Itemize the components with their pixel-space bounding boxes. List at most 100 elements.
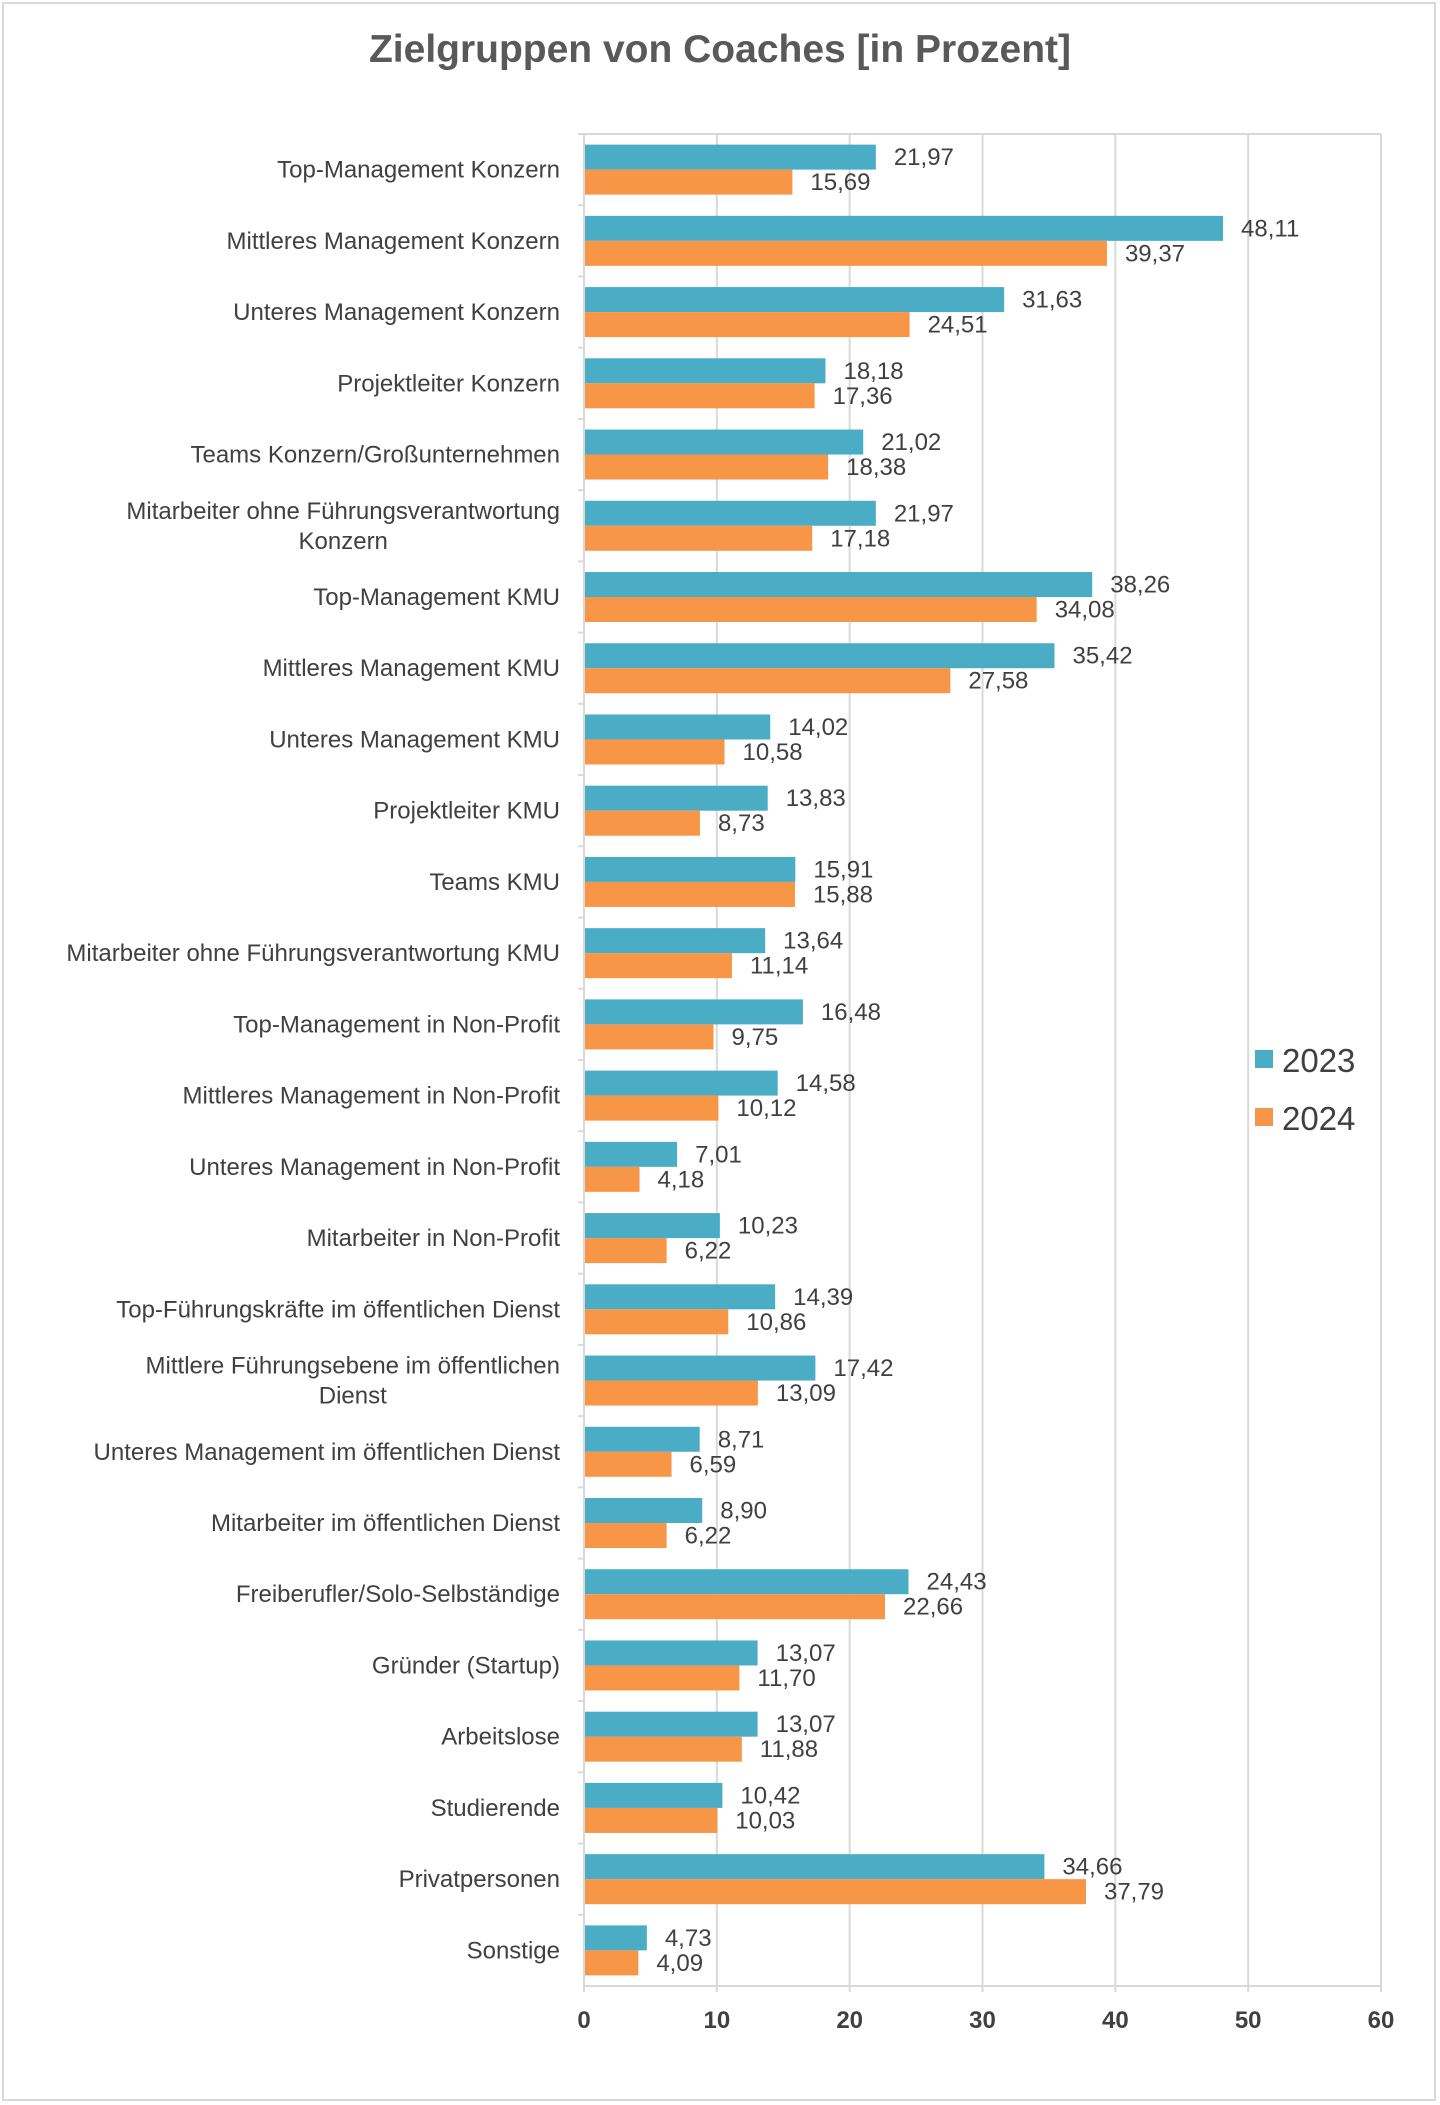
bar-2024 [584,312,910,338]
data-label-2023: 13,83 [786,785,846,812]
category-label: Mitarbeiter in Non-Profit [307,1225,561,1252]
x-tick-label: 50 [1235,2007,1262,2034]
bar-2023 [584,643,1055,669]
legend-swatch-2023 [1255,1050,1273,1068]
category-label: Mittleres Management KMU [263,655,560,682]
bar-2024 [584,668,951,694]
x-tick-label: 60 [1368,2007,1395,2034]
bar-2024 [584,1238,667,1264]
data-label-2023: 7,01 [695,1141,742,1168]
bar-2023 [584,500,876,526]
data-label-2023: 31,63 [1022,287,1082,314]
data-label-2024: 11,88 [760,1736,818,1763]
x-tick-label: 0 [577,2007,590,2034]
bar-2023 [584,1284,776,1310]
category-label: Teams KMU [429,869,560,896]
category-label: Arbeitslose [441,1724,560,1751]
bar-2024 [584,169,793,195]
data-label-2023: 13,07 [776,1711,836,1738]
bar-2024 [584,1879,1086,1905]
data-label-2024: 11,14 [750,953,808,980]
legend-swatch-2024 [1255,1108,1273,1126]
category-label: Top-Management Konzern [277,157,560,184]
bar-2023 [584,1141,678,1167]
bar-2024 [584,953,732,979]
data-label-2023: 14,02 [788,714,848,741]
category-label: Mitarbeiter im öffentlichen Dienst [211,1510,560,1537]
x-tick-label: 40 [1102,2007,1129,2034]
category-label: Gründer (Startup) [372,1652,560,1679]
category-label: Freiberufler/Solo-Selbständige [236,1581,560,1608]
data-label-2024: 15,69 [810,169,870,196]
data-label-2024: 13,09 [776,1380,836,1407]
data-label-2024: 39,37 [1125,240,1185,267]
bar-2024 [584,1665,740,1691]
bar-2024 [584,881,795,907]
legend-label-2024: 2024 [1282,1100,1355,1137]
chart-title: Zielgruppen von Coaches [in Prozent] [369,28,1071,71]
bar-2024 [584,1950,639,1976]
data-label-2024: 34,08 [1055,597,1115,624]
data-label-2024: 27,58 [968,668,1028,695]
data-label-2023: 14,58 [796,1070,856,1097]
data-label-2023: 16,48 [821,999,881,1026]
bar-2023 [584,144,876,170]
data-label-2024: 9,75 [732,1024,779,1051]
category-label: Teams Konzern/Großunternehmen [190,442,560,469]
data-label-2024: 10,03 [735,1807,795,1834]
category-label: Mittleres Management in Non-Profit [183,1083,561,1110]
data-label-2023: 13,64 [783,928,843,955]
data-label-2023: 34,66 [1062,1854,1122,1881]
data-label-2024: 10,58 [743,739,803,766]
bar-2024 [584,1523,667,1548]
data-label-2024: 10,86 [746,1309,806,1336]
bar-2023 [584,1498,703,1523]
category-label: Studierende [431,1795,560,1822]
bar-2023 [584,1711,758,1737]
bar-2024 [584,240,1107,266]
bar-2023 [584,856,796,882]
data-label-2024: 37,79 [1104,1879,1164,1906]
data-label-2023: 35,42 [1072,643,1132,670]
data-label-2023: 8,71 [718,1426,765,1453]
bar-2023 [584,1213,720,1239]
data-labels: 21,97 15,69 48,11 39,37 31,63 24,51 18,1817,36… [656,144,1299,1977]
data-label-2023: 10,23 [738,1213,798,1240]
category-label: Top-Management KMU [313,584,560,611]
data-label-2023: 38,26 [1110,572,1170,599]
data-label-2023: 48,11 [1241,215,1299,242]
data-label-2024: 24,51 [928,312,988,339]
legend: 2023 2024 [1255,1042,1355,1137]
bar-2023 [584,1355,816,1381]
data-label-2024: 6,59 [690,1451,737,1478]
bar-2024 [584,739,725,765]
data-label-2024: 10,12 [736,1095,796,1122]
bar-2024 [584,810,700,836]
category-label: Sonstige [467,1937,560,1964]
bar-2024 [584,454,829,480]
data-label-2024: 4,09 [656,1950,703,1977]
x-tick-label: 10 [703,2007,730,2034]
x-tick-label: 20 [836,2007,863,2034]
bar-2024 [584,1807,718,1833]
category-label: Mitarbeiter ohne Führungsverantwortung K… [66,940,560,967]
data-label-2024: 8,73 [718,810,765,837]
bar-2023 [584,215,1224,241]
bar-2024 [584,1024,714,1050]
data-label-2023: 21,02 [881,429,941,456]
category-label: Unteres Management in Non-Profit [189,1154,560,1181]
bar-2023 [584,429,864,455]
data-label-2023: 14,39 [793,1284,853,1311]
bar-2024 [584,1166,640,1192]
data-label-2023: 17,42 [833,1355,893,1382]
data-label-2023: 18,18 [843,358,903,385]
data-label-2024: 22,66 [903,1594,963,1621]
legend-label-2023: 2023 [1282,1042,1355,1079]
category-label: Mitarbeiter ohne Führungsverantwortung Ko… [126,498,560,555]
bar-2023 [584,1640,758,1666]
data-label-2023: 24,43 [927,1569,987,1596]
bar-2023 [584,1854,1045,1880]
data-label-2024: 18,38 [846,454,906,481]
data-label-2023: 21,97 [894,144,954,171]
bar-2023 [584,999,803,1025]
